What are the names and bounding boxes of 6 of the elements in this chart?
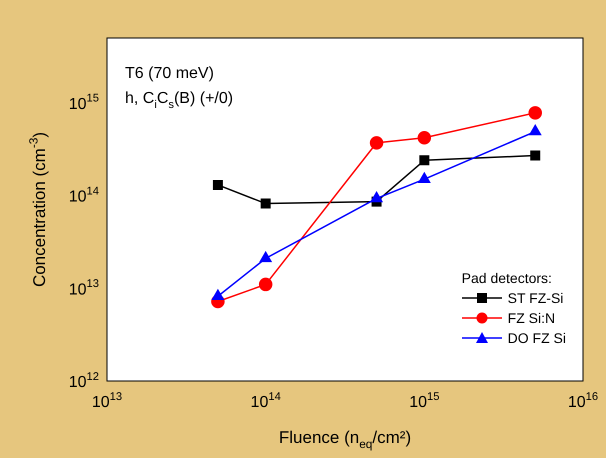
legend-title: Pad detectors: <box>462 269 553 288</box>
annotation: T6 (70 meV) <box>125 65 214 82</box>
legend-label: ST FZ-Si <box>508 289 564 308</box>
legend-label: DO FZ Si <box>508 329 566 348</box>
legend-label: FZ Si:N <box>508 309 556 328</box>
y-axis-title: Concentration (cm-3) <box>26 132 49 288</box>
